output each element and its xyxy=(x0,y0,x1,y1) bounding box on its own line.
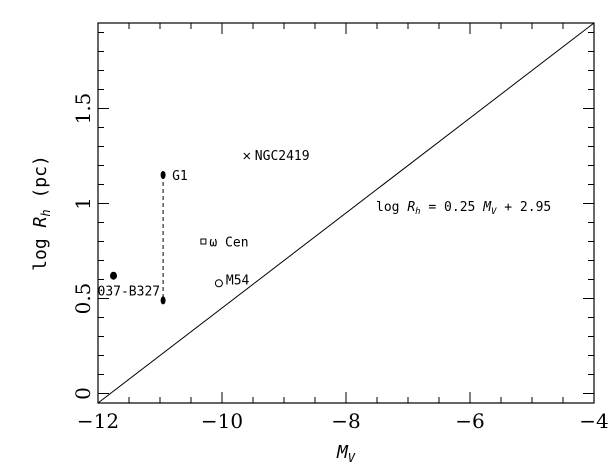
point-label: 037-B327 xyxy=(98,285,161,300)
point-label: M54 xyxy=(226,273,250,288)
x-tick-label: −4 xyxy=(579,409,608,433)
point-filled-ellipse xyxy=(160,171,166,179)
point-open-circle xyxy=(214,279,223,288)
point-label: NGC2419 xyxy=(255,149,310,164)
y-tick-label: 1.5 xyxy=(71,93,95,125)
point-label: G1 xyxy=(172,169,188,184)
axis-ticks xyxy=(97,23,595,403)
point-filled-circle xyxy=(110,271,117,280)
y-tick-labels: 0 0.5 1 1.5 xyxy=(71,93,95,400)
point-label: ω Cen xyxy=(209,236,248,251)
point-filled-ellipse xyxy=(160,296,166,305)
y-tick-label: 1 xyxy=(71,197,95,210)
point-cross xyxy=(243,152,251,160)
x-tick-label: −6 xyxy=(455,409,484,433)
data-points: NGC2419 G1 ω Cen M54 037-B327 xyxy=(98,149,310,305)
x-tick-label: −10 xyxy=(201,409,243,433)
relation-label: log Rh = 0.25 MV + 2.95 xyxy=(376,200,551,217)
x-tick-labels: −12 −10 −8 −6 −4 xyxy=(77,409,609,433)
relation-line xyxy=(97,22,595,404)
y-axis-title: log Rh (pc) xyxy=(30,155,53,271)
point-open-square xyxy=(200,238,207,245)
y-tick-label: 0 xyxy=(71,387,95,400)
y-tick-label: 0.5 xyxy=(71,283,95,315)
x-axis-title: MV xyxy=(336,442,356,465)
x-tick-label: −12 xyxy=(77,409,119,433)
x-tick-label: −8 xyxy=(331,409,360,433)
